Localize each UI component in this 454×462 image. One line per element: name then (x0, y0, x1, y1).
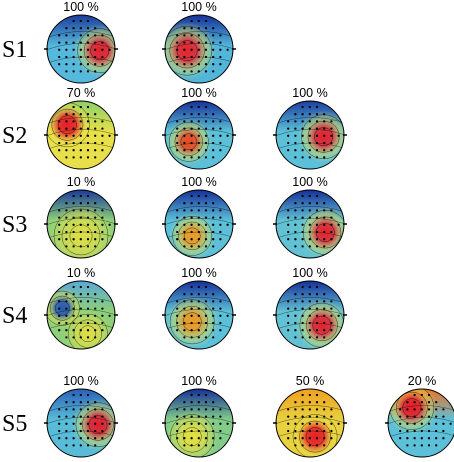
scalp-topography-map (44, 280, 118, 350)
percentage-label: 70 % (67, 86, 96, 100)
percentage-label: 100 % (292, 86, 327, 100)
subject-label: S1 (2, 37, 27, 63)
percentage-label: 100 % (181, 86, 216, 100)
percentage-label: 100 % (181, 374, 216, 388)
percentage-label: 100 % (63, 0, 98, 14)
subject-label: S3 (2, 212, 27, 238)
percentage-label: 100 % (292, 266, 327, 280)
scalp-topography-map (44, 388, 118, 458)
scalp-topography-map (385, 388, 454, 458)
scalp-topography-map (162, 280, 236, 350)
scalp-topography-map (273, 280, 347, 350)
percentage-label: 20 % (408, 374, 437, 388)
scalp-topography-map (162, 388, 236, 458)
percentage-label: 10 % (67, 266, 96, 280)
subject-label: S5 (2, 411, 27, 437)
subject-label: S4 (2, 303, 27, 329)
scalp-topography-map (44, 189, 118, 259)
subject-label: S2 (2, 123, 27, 149)
scalp-topography-map (273, 388, 347, 458)
percentage-label: 100 % (181, 266, 216, 280)
scalp-topography-map (44, 100, 118, 170)
scalp-topography-map (162, 100, 236, 170)
scalp-topography-map (162, 189, 236, 259)
percentage-label: 100 % (63, 374, 98, 388)
percentage-label: 100 % (181, 175, 216, 189)
percentage-label: 10 % (67, 175, 96, 189)
percentage-label: 100 % (181, 0, 216, 14)
percentage-label: 50 % (296, 374, 325, 388)
scalp-topography-map (273, 100, 347, 170)
scalp-topography-map (162, 14, 236, 84)
scalp-topography-map (44, 14, 118, 84)
scalp-topography-map (273, 189, 347, 259)
percentage-label: 100 % (292, 175, 327, 189)
